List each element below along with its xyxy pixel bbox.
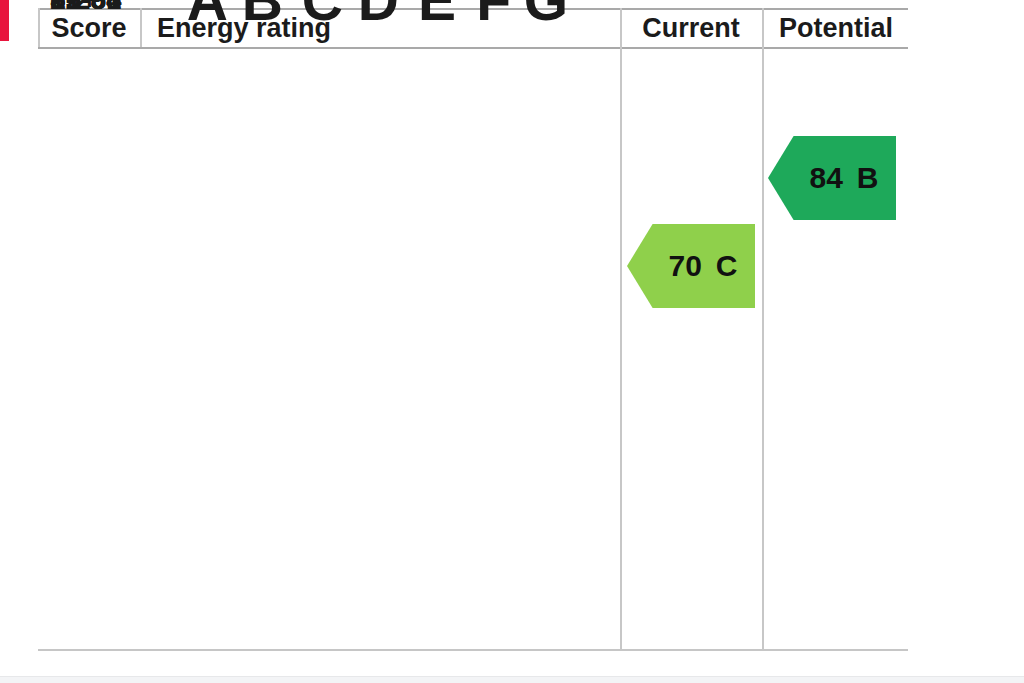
potential-rating-band: B [857, 161, 879, 195]
band-letter: E [418, 0, 456, 29]
band-letter: C [302, 0, 343, 29]
band-letter: B [242, 0, 283, 29]
current-rating-band: C [716, 249, 738, 283]
column-header-current: Current [622, 9, 760, 47]
potential-column-divider [762, 8, 764, 649]
epc-rating-chart: Score Energy rating Current Potential 92… [0, 0, 1024, 683]
potential-rating-value: 84 [809, 161, 842, 195]
column-header-potential: Potential [764, 9, 908, 47]
current-column-divider [620, 8, 622, 649]
band-letter: A [187, 0, 228, 29]
current-rating-value: 70 [668, 249, 701, 283]
header-bottom-border [38, 47, 908, 49]
band-letter: G [524, 0, 568, 29]
score-column-right-border [140, 8, 142, 47]
band-letter: F [476, 0, 511, 29]
red-edge-mark [0, 0, 9, 41]
band-letter: D [358, 0, 399, 29]
bottom-divider-strip [0, 676, 1024, 683]
table-bottom-border [38, 649, 908, 651]
current-rating-arrow: 70 C [627, 224, 755, 308]
potential-rating-arrow: 84 B [768, 136, 896, 220]
